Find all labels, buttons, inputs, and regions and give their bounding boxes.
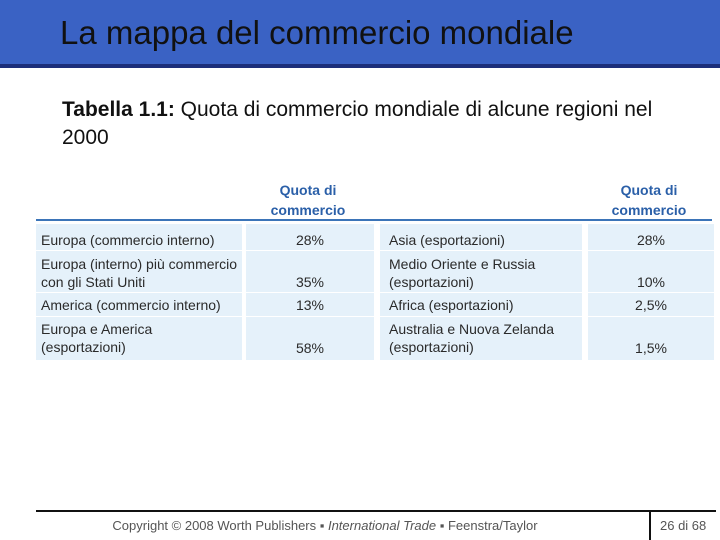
- right-row-1-region: Asia (esportazioni): [389, 232, 505, 248]
- copyright-footer: Copyright © 2008 Worth Publishers ▪ Inte…: [112, 518, 538, 533]
- caption-text: Quota di commercio mondiale di alcune re…: [62, 98, 653, 149]
- footer-divider: [649, 512, 651, 540]
- row-separator: [36, 316, 714, 317]
- right-header-line-1: Quota di commercio: [611, 182, 687, 218]
- right-row-2-region: Medio Oriente e Russia (esportazioni): [389, 256, 536, 290]
- left-row-4-region: Europa e America (esportazioni): [41, 321, 153, 355]
- left-row-4-share: 58%: [295, 340, 325, 356]
- right-row-3-region: Africa (esportazioni): [389, 297, 514, 313]
- row-separator: [36, 292, 714, 293]
- right-row-3-share: 2,5%: [635, 297, 667, 313]
- left-row-1-share: 28%: [295, 232, 325, 248]
- title-bar: La mappa del commercio mondiale: [0, 0, 720, 68]
- slide-title: La mappa del commercio mondiale: [60, 14, 574, 51]
- header-rule: [36, 219, 712, 221]
- right-row-4-share: 1,5%: [635, 340, 667, 356]
- left-row-1-region: Europa (commercio interno): [41, 232, 215, 248]
- left-row-3-region: America (commercio interno): [41, 297, 221, 313]
- right-row-1-share: 28%: [636, 232, 666, 248]
- right-row-4-region: Australia e Nuova Zelanda (esportazioni): [389, 321, 554, 355]
- page-number: 26 di 68: [660, 518, 707, 533]
- book-title: International Trade: [327, 518, 437, 533]
- left-row-3-share: 13%: [295, 297, 325, 313]
- row-separator: [36, 250, 714, 251]
- right-row-2-share: 10%: [636, 274, 666, 290]
- caption-label: Tabella 1.1:: [62, 98, 175, 121]
- left-row-2-region: Europa (interno) più commercio con gli S…: [41, 256, 238, 290]
- footer-rule: [36, 510, 716, 512]
- left-header-line-1: Quota di commercio: [270, 182, 346, 218]
- table-caption: Tabella 1.1: Quota di commercio mondiale…: [62, 96, 662, 152]
- left-row-2-share: 35%: [295, 274, 325, 290]
